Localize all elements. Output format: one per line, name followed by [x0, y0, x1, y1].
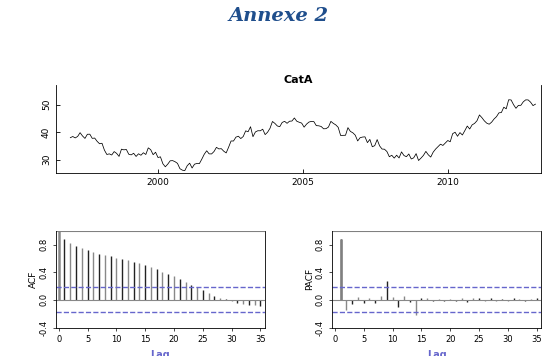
- X-axis label: Lag: Lag: [427, 350, 446, 356]
- Text: Annexe 2: Annexe 2: [229, 7, 329, 25]
- X-axis label: Lag: Lag: [151, 350, 170, 356]
- Y-axis label: PACF: PACF: [305, 268, 314, 290]
- Title: CatA: CatA: [284, 75, 313, 85]
- Y-axis label: ACF: ACF: [29, 271, 38, 288]
